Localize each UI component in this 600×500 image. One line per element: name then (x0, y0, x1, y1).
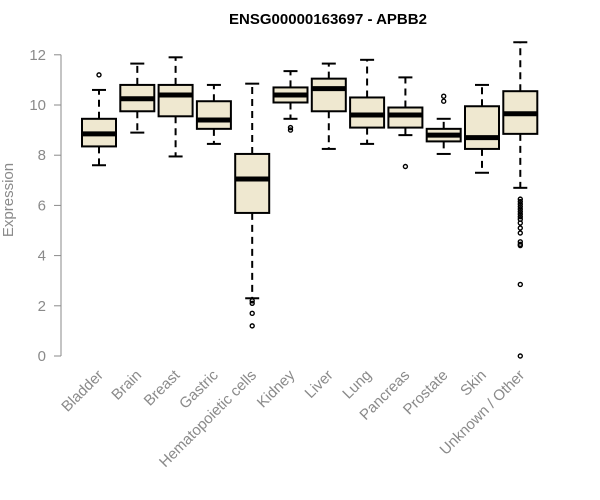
box-group (272, 70, 309, 133)
iqr-box (464, 105, 500, 150)
outlier-point (249, 323, 255, 329)
y-tick-label: 2 (38, 298, 46, 315)
box-group (464, 83, 500, 174)
outlier-point (249, 298, 255, 304)
box-group (425, 93, 462, 155)
outlier-point (517, 242, 523, 249)
box-group (119, 62, 156, 134)
x-tick-label: Skin (457, 367, 490, 400)
outlier-point (517, 201, 523, 207)
x-tick-label: Liver (302, 367, 337, 402)
box-group (157, 56, 194, 158)
y-tick-label: 10 (29, 97, 46, 114)
outlier-point (441, 98, 447, 104)
box-group (349, 58, 386, 145)
outlier-point (517, 213, 523, 220)
outlier-point (249, 300, 255, 306)
outlier-point (287, 127, 294, 133)
outlier-point (517, 353, 523, 359)
outlier-point (249, 310, 255, 317)
box-group (195, 83, 232, 145)
outlier-point (96, 72, 102, 78)
x-tick-label: Brain (108, 367, 145, 404)
box-group (234, 82, 271, 329)
outlier-point (517, 208, 523, 215)
outlier-point (517, 196, 523, 202)
outlier-point (517, 211, 523, 217)
iqr-box (349, 96, 386, 129)
y-tick-label: 4 (38, 248, 46, 265)
iqr-box (157, 83, 194, 118)
outlier-point (287, 124, 294, 131)
boxes (81, 41, 539, 359)
outlier-point (517, 281, 523, 288)
outlier-point (517, 225, 523, 231)
box-group (502, 41, 539, 359)
outlier-point (517, 206, 523, 212)
box-group (310, 62, 347, 150)
chart-title: ENSG00000163697 - APBB2 (229, 11, 427, 28)
iqr-box (234, 152, 271, 214)
outlier-point (402, 163, 409, 170)
outlier-point (441, 93, 447, 99)
y-tick-label: 8 (38, 147, 46, 164)
outlier-point (517, 203, 523, 210)
outlier-point (517, 220, 523, 226)
y-axis-label: Expression (0, 163, 17, 237)
iqr-box (310, 77, 347, 113)
x-tick-label: Kidney (254, 366, 299, 411)
x-tick-label: Bladder (58, 367, 107, 416)
box-group (81, 72, 117, 167)
y-axis: 0 2 4 6 8 10 12 (29, 47, 62, 365)
y-tick-label: 12 (29, 47, 46, 64)
iqr-box (195, 100, 232, 130)
iqr-box (387, 106, 424, 129)
box-group (387, 76, 424, 170)
y-tick-label: 0 (38, 348, 46, 365)
outlier-point (517, 198, 523, 205)
outlier-point (517, 230, 523, 236)
y-tick-label: 6 (38, 197, 46, 214)
